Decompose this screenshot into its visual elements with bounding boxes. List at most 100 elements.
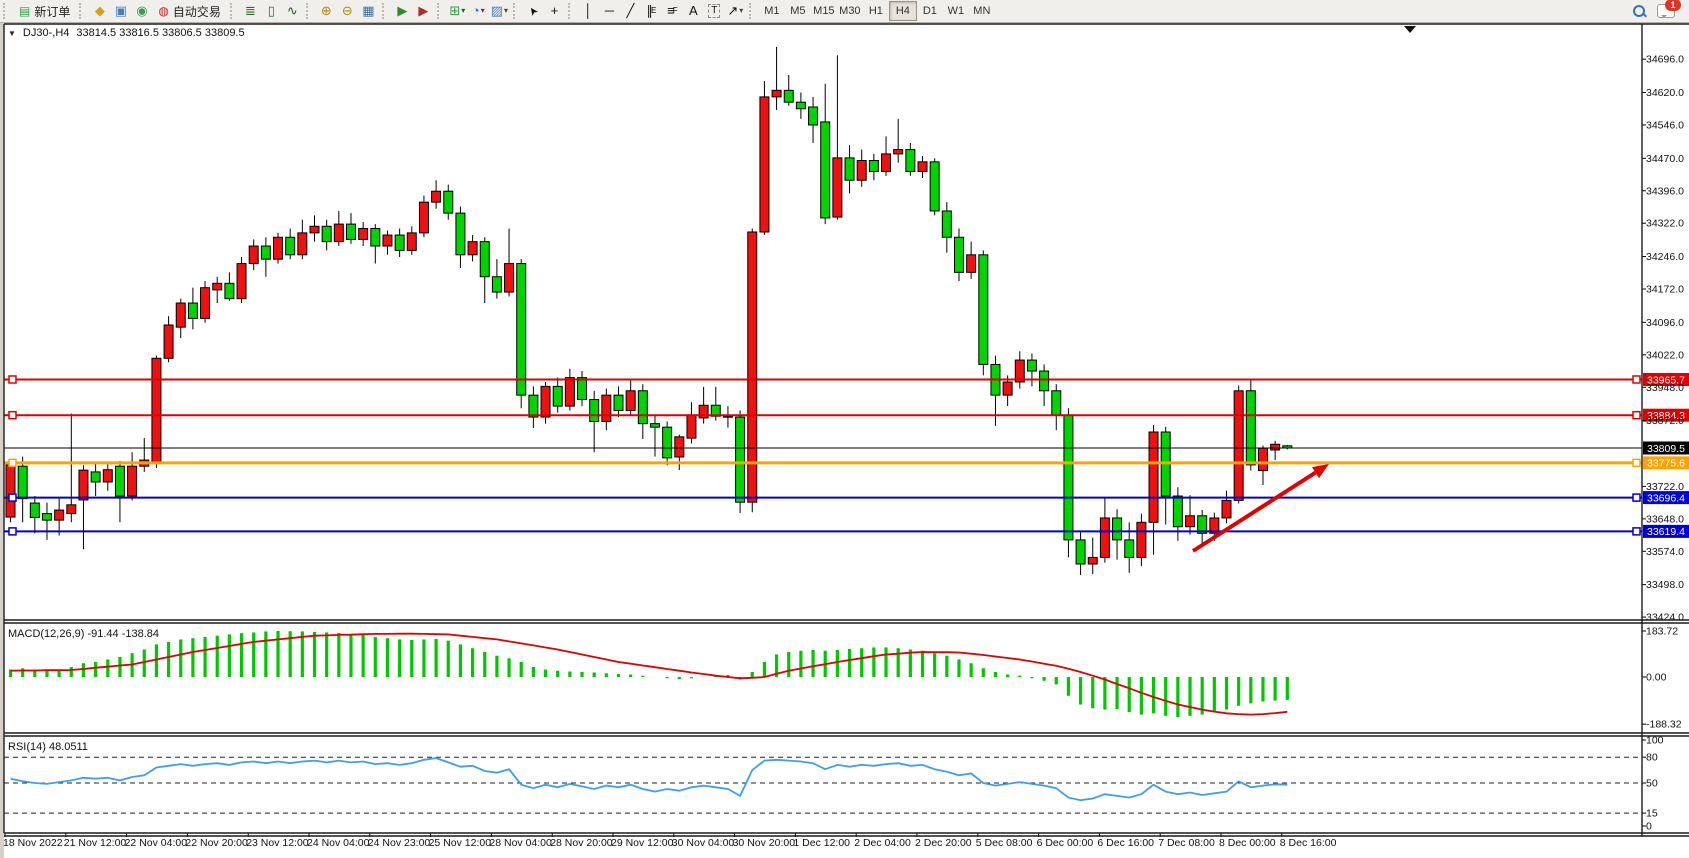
svg-text:8 Dec 00:00: 8 Dec 00:00 (1219, 837, 1276, 849)
bid-price-line-price-label: 33809.5 (1647, 443, 1685, 455)
market-button[interactable]: ▣ (110, 1, 131, 21)
vertical-line-button[interactable]: │ (578, 1, 599, 21)
svg-text:34322.0: 34322.0 (1646, 218, 1684, 230)
timeframe-m1-button[interactable]: M1 (764, 5, 780, 17)
signals-icon: ◉ (136, 3, 148, 18)
toolbar-grip (748, 3, 755, 19)
notification-badge: 1 (1665, 0, 1681, 11)
tile-windows-button[interactable]: ▦ (358, 1, 379, 21)
crosshair-button[interactable]: + (544, 1, 565, 21)
resistance-line-2-handle[interactable] (1632, 410, 1641, 420)
trendline-icon: ╱ (626, 3, 635, 18)
resistance-line-1-price-label: 33965.7 (1647, 374, 1685, 386)
new-order-button[interactable]: ▤ 新订单 (13, 1, 76, 21)
timeframe-mn-button[interactable]: MN (973, 5, 991, 17)
resistance-line-2-price-label: 33884.3 (1647, 410, 1685, 422)
support-line-2-price-label: 33619.4 (1647, 526, 1685, 538)
icon-suffix: E (650, 6, 657, 15)
support-line-1-price-badge (1643, 491, 1689, 505)
signals-button[interactable]: ◉ (131, 1, 152, 21)
arrows-dropdown[interactable]: ↗ ▾ (725, 1, 746, 21)
chart-shift-icon: ▶ (418, 3, 429, 18)
periods-dropdown[interactable]: ◔ ▾ (468, 1, 489, 21)
svg-text:34470.0: 34470.0 (1646, 153, 1684, 165)
new-order-icon: ▤ (19, 4, 31, 18)
pivot-line-handle[interactable] (8, 458, 17, 468)
cursor-button[interactable]: ➤ (523, 1, 544, 21)
chart-shift-button[interactable]: ▶ (413, 1, 434, 21)
timeframe-h1-button[interactable]: H1 (868, 5, 883, 17)
resistance-line-1-handle[interactable] (1632, 375, 1641, 384)
svg-text:33574.0: 33574.0 (1646, 546, 1684, 558)
templates-dropdown[interactable]: ▨ ▾ (489, 1, 510, 21)
algo-trading-icon: ◍ (158, 4, 169, 18)
rsi-pane (4, 756, 1642, 814)
resistance-line-2-handle[interactable] (8, 410, 17, 420)
text-button[interactable]: A (683, 1, 704, 21)
timeframe-h4-button[interactable]: H4 (888, 1, 917, 21)
timeframe-d1-button[interactable]: D1 (922, 5, 937, 17)
svg-text:1 Dec 12:00: 1 Dec 12:00 (793, 837, 850, 849)
svg-text:80: 80 (1646, 752, 1658, 764)
svg-text:29 Nov 12:00: 29 Nov 12:00 (611, 837, 674, 849)
svg-text:183.72: 183.72 (1646, 625, 1678, 637)
new-chart-dropdown[interactable]: ⊞ ▾ (447, 1, 468, 21)
chevron-down-icon: ▾ (504, 6, 509, 15)
support-line-2-handle[interactable] (8, 527, 17, 536)
chart-shift-marker[interactable] (1404, 26, 1416, 33)
periods-icon: ◔ (471, 3, 480, 18)
svg-text:34696.0: 34696.0 (1646, 54, 1684, 66)
macd-signal-line (10, 632, 1288, 716)
svg-text:0.00: 0.00 (1646, 672, 1667, 684)
auto-scroll-button[interactable]: ▶ (392, 1, 413, 21)
candlestick-chart-button[interactable]: ▯ (261, 1, 282, 21)
line-chart-button[interactable]: ∿ (282, 1, 303, 21)
text-label-button[interactable]: T (704, 1, 725, 21)
zoom-in-icon: ⊕ (320, 3, 332, 18)
trend-arrow[interactable] (1191, 464, 1329, 553)
svg-text:24 Nov 23:00: 24 Nov 23:00 (368, 837, 431, 849)
bar-chart-button[interactable]: ≣ (240, 1, 261, 21)
horizontal-line-button[interactable]: ─ (599, 1, 620, 21)
timeframe-m5-button[interactable]: M5 (790, 5, 806, 17)
algo-trading-button[interactable]: ◍ 自动交易 (152, 1, 227, 21)
chart-title: ▼ DJ30-,H4 33814.5 33816.5 33806.5 33809… (8, 27, 245, 39)
support-line-2-price-badge (1643, 524, 1689, 538)
toolbar-grip (305, 3, 312, 19)
chevron-down-icon: ▾ (480, 6, 485, 15)
svg-text:28 Nov 20:00: 28 Nov 20:00 (550, 837, 613, 849)
horizontal-line-icon: ─ (604, 3, 614, 18)
svg-text:21 Nov 12:00: 21 Nov 12:00 (64, 837, 127, 849)
timeframe-w1-button[interactable]: W1 (947, 5, 965, 17)
timeframe-m15-button[interactable]: M15 (813, 5, 835, 17)
notifications-icon[interactable]: 1 (1657, 0, 1681, 18)
styles-icon: ◆ (94, 3, 105, 18)
toolbar-grip (567, 3, 574, 19)
chart-ohlc-quote: 33814.5 33816.5 33806.5 33809.5 (76, 27, 245, 39)
support-line-1-handle[interactable] (1632, 493, 1641, 502)
svg-text:34246.0: 34246.0 (1646, 251, 1684, 263)
collapse-chart-icon[interactable]: ▼ (8, 28, 16, 38)
toolbar-right: 1 (1632, 0, 1689, 19)
chart-canvas[interactable]: 33965.7 33884.3 33809.5 33775.6 33696.4 33619… (0, 22, 1689, 858)
toolbar-grip (79, 3, 85, 19)
toolbar-grip (381, 3, 388, 19)
timeframe-m30-button[interactable]: M30 (839, 5, 861, 17)
zoom-out-button[interactable]: ⊖ (337, 1, 358, 21)
svg-text:6 Dec 00:00: 6 Dec 00:00 (1037, 837, 1094, 849)
styles-button[interactable]: ◆ (89, 1, 110, 21)
resistance-line-1-handle[interactable] (8, 375, 17, 384)
search-icon[interactable] (1632, 4, 1647, 19)
svg-text:25 Nov 12:00: 25 Nov 12:00 (429, 837, 492, 849)
chart-window[interactable]: 33965.7 33884.3 33809.5 33775.6 33696.4 33619… (0, 22, 1689, 858)
trendline-button[interactable]: ╱ (620, 1, 641, 21)
equidistant-channel-button[interactable]: ∥ E (641, 1, 662, 21)
toolbar-grip (436, 3, 443, 19)
svg-text:34396.0: 34396.0 (1646, 185, 1684, 197)
support-line-2-handle[interactable] (1632, 527, 1641, 536)
zoom-in-button[interactable]: ⊕ (316, 1, 337, 21)
pivot-line-handle[interactable] (1632, 458, 1641, 468)
support-line-1-handle[interactable] (8, 493, 17, 502)
fibonacci-button[interactable]: ≡ F (662, 1, 683, 21)
